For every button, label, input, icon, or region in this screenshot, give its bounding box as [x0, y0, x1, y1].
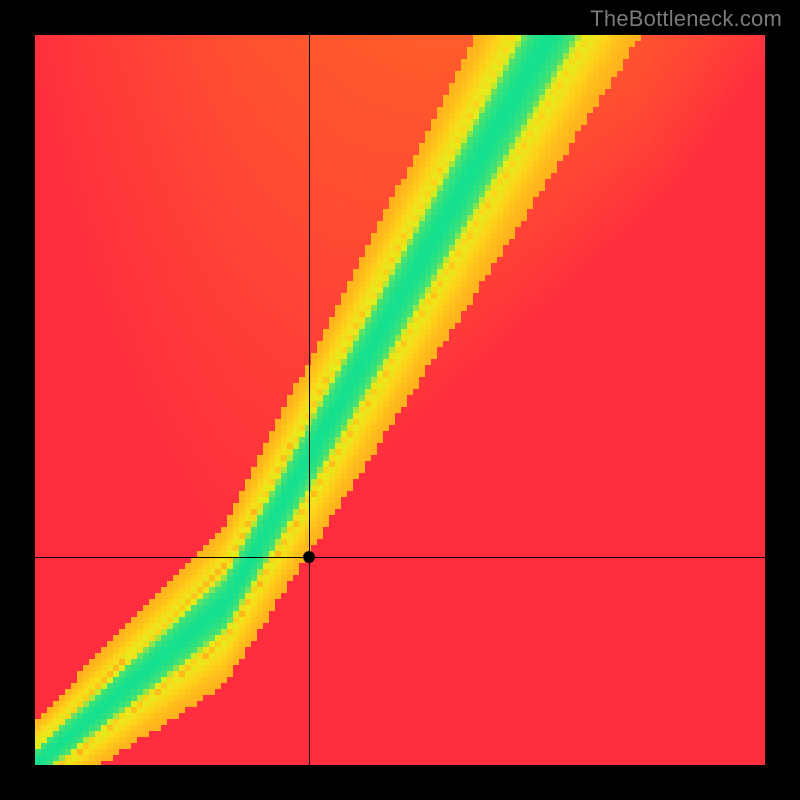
heatmap-canvas: [35, 35, 765, 765]
chart-container: TheBottleneck.com: [0, 0, 800, 800]
watermark-text: TheBottleneck.com: [590, 6, 782, 32]
heatmap-plot: [35, 35, 765, 765]
